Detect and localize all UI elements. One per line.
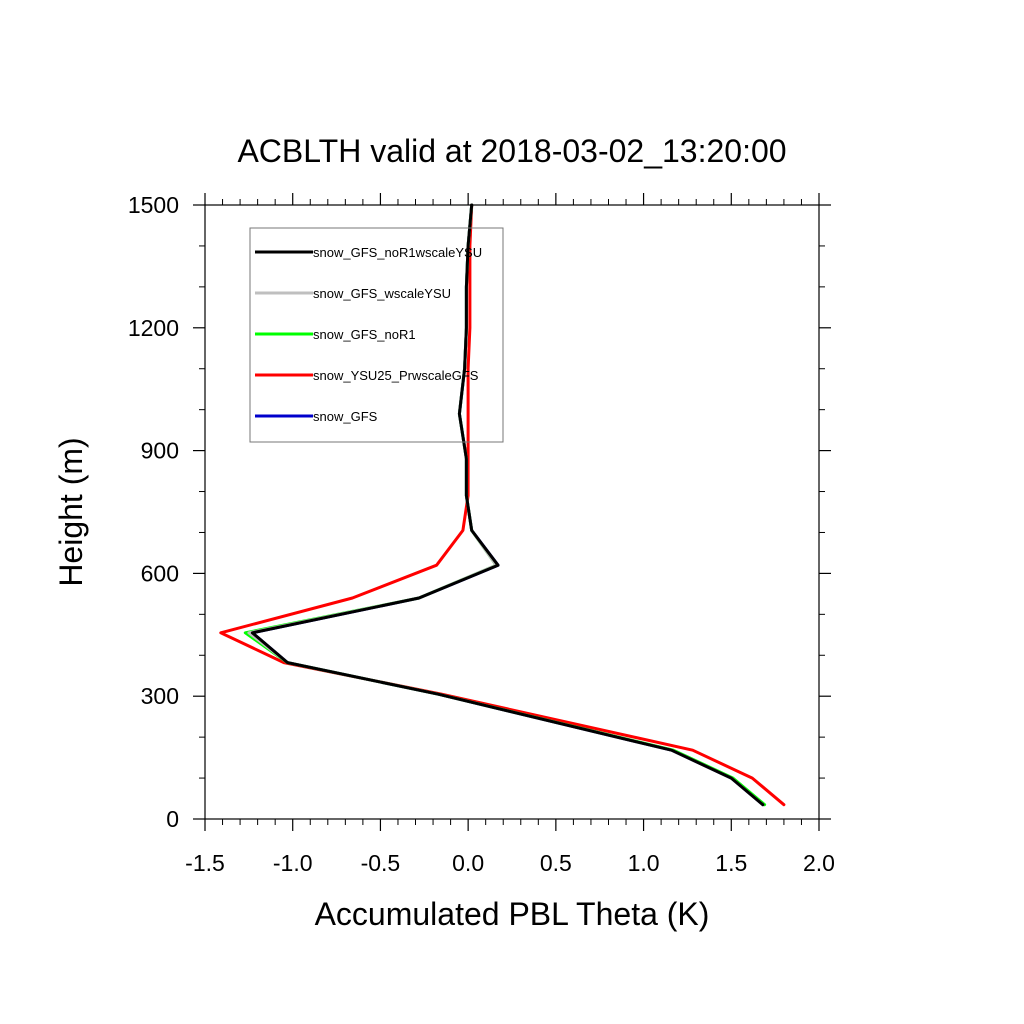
legend-label: snow_GFS_wscaleYSU (313, 286, 451, 301)
chart-title: ACBLTH valid at 2018-03-02_13:20:00 (237, 133, 786, 169)
y-tick-label: 300 (141, 683, 179, 709)
y-tick-label: 600 (141, 560, 179, 586)
series-layer (219, 203, 786, 807)
x-tick-label: -1.5 (185, 850, 225, 876)
legend-label: snow_GFS_noR1wscaleYSU (313, 245, 482, 260)
y-axis-label: Height (m) (53, 437, 89, 586)
x-tick-label: 1.5 (715, 850, 747, 876)
x-tick-label: 2.0 (803, 850, 835, 876)
tick-labels: -1.5 -1.0 -0.5 0.0 0.5 1.0 1.5 2.0 0 300 600 900 120… (128, 192, 835, 876)
x-tick-label: -0.5 (361, 850, 401, 876)
series-line-3 (219, 203, 786, 807)
legend-label: snow_YSU25_PrwscaleGFS (313, 368, 479, 383)
y-tick-label: 1200 (128, 315, 179, 341)
x-tick-label: 1.0 (628, 850, 660, 876)
x-tick-label: 0.5 (540, 850, 572, 876)
series-line-0 (250, 203, 765, 807)
plot-frame (204, 204, 820, 820)
legend-label: snow_GFS_noR1 (313, 327, 416, 342)
y-tick-label: 900 (141, 438, 179, 464)
axis-ticks (193, 193, 831, 831)
legend-label: snow_GFS (313, 409, 378, 424)
legend: snow_GFS_noR1wscaleYSU snow_GFS_wscaleYSU… (249, 227, 504, 443)
x-tick-label: 0.0 (452, 850, 484, 876)
x-axis-label: Accumulated PBL Theta (K) (315, 896, 710, 932)
legend-box (249, 227, 504, 443)
x-tick-label: -1.0 (273, 850, 313, 876)
y-tick-label: 0 (166, 806, 179, 832)
y-tick-label: 1500 (128, 192, 179, 218)
